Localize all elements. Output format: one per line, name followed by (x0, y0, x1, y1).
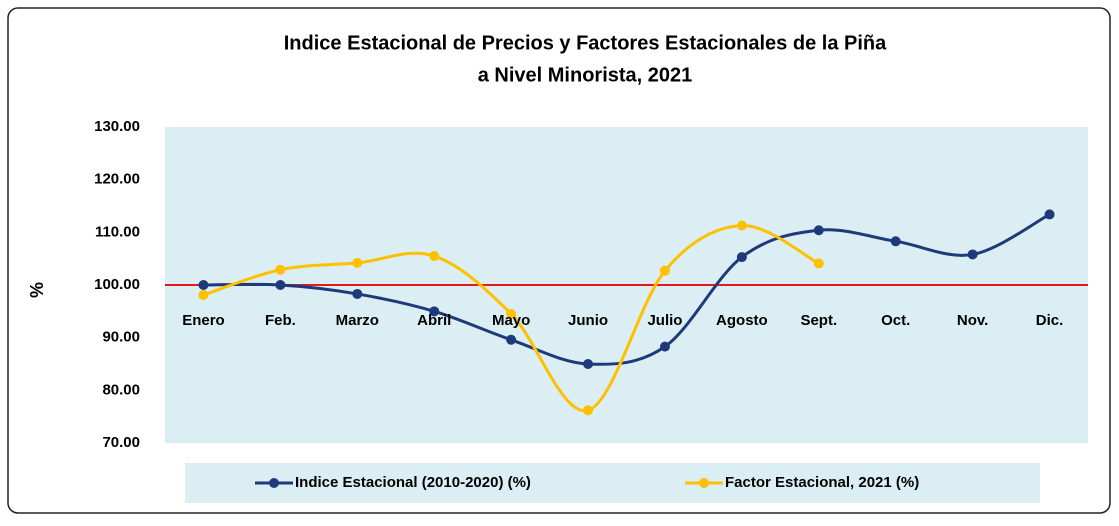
x-tick-label: Abril (417, 312, 451, 329)
series-marker (736, 220, 747, 231)
x-tick-label: Oct. (881, 312, 910, 329)
chart-subtitle: a Nivel Minorista, 2021 (478, 64, 693, 86)
series-marker (583, 359, 594, 369)
x-tick-label: Marzo (336, 312, 379, 329)
x-tick-label: Julio (647, 312, 682, 329)
series-marker (198, 280, 209, 290)
x-tick-label: Enero (182, 312, 225, 329)
series-marker (352, 257, 363, 268)
series-marker (198, 290, 209, 301)
legend-marker (269, 478, 279, 488)
y-tick-label: 110.00 (95, 223, 140, 240)
legend (185, 463, 1040, 503)
y-tick-label: 80.00 (102, 381, 140, 398)
legend-label: Factor Estacional, 2021 (%) (725, 474, 919, 491)
x-tick-label: Feb. (265, 312, 296, 329)
legend-marker (699, 478, 709, 488)
x-tick-label: Junio (568, 312, 608, 329)
x-tick-label: Sept. (800, 312, 837, 329)
series-marker (275, 280, 286, 290)
y-tick-label: 90.00 (102, 329, 140, 346)
x-tick-label: Dic. (1036, 312, 1064, 329)
series-marker (429, 251, 440, 262)
series-marker (813, 258, 824, 269)
series-marker (1044, 209, 1055, 220)
series-marker (275, 264, 286, 275)
x-tick-label: Mayo (492, 312, 530, 329)
series-marker (813, 225, 824, 236)
y-axis-label: % (27, 282, 47, 298)
series-marker (429, 306, 440, 317)
x-tick-label: Agosto (716, 312, 768, 329)
legend-label: Indice Estacional (2010-2020) (%) (295, 474, 531, 491)
y-tick-label: 70.00 (102, 434, 140, 451)
y-tick-label: 120.00 (94, 171, 140, 188)
chart-title: Indice Estacional de Precios y Factores … (284, 32, 887, 54)
series-marker (736, 252, 747, 263)
x-tick-label: Nov. (957, 312, 988, 329)
y-tick-label: 100.00 (94, 276, 140, 293)
series-marker (583, 405, 594, 416)
series-marker (659, 265, 670, 276)
series-line (202, 223, 820, 413)
series-marker (506, 334, 517, 345)
series-marker (967, 249, 978, 260)
series-marker (659, 341, 670, 352)
y-tick-label: 130.00 (94, 118, 140, 135)
series-marker (506, 308, 517, 319)
series-marker (890, 236, 901, 247)
series-marker (352, 288, 363, 299)
